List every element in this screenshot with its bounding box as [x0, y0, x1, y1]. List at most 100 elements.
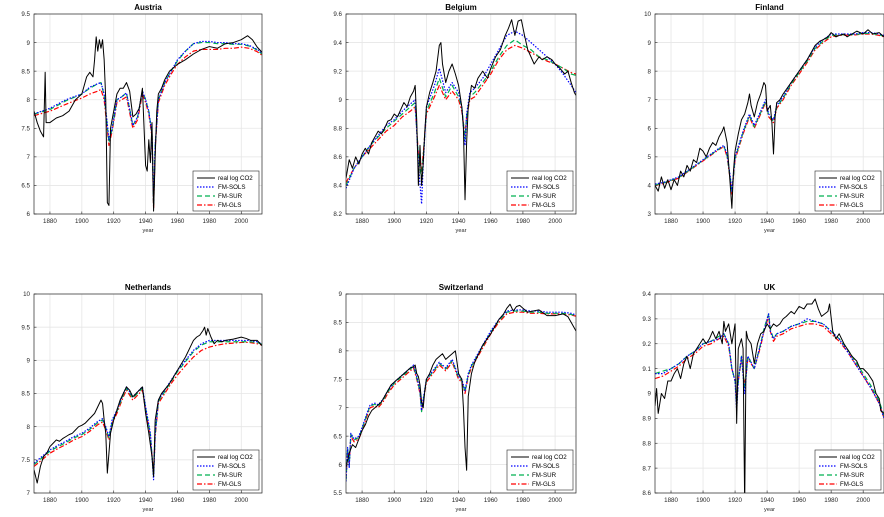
x-tick-label: 1920 — [107, 218, 121, 225]
x-tick-label: 1960 — [792, 218, 806, 225]
legend-label: FM-SUR — [840, 193, 865, 200]
legend-label: FM-GLS — [840, 202, 863, 209]
y-tick-label: 8 — [27, 97, 31, 104]
legend-label: FM-SUR — [532, 472, 557, 479]
y-tick-label: 6 — [27, 211, 31, 218]
y-tick-label: 9.4 — [333, 40, 342, 47]
chart-title: Netherlands — [125, 283, 172, 292]
axes-box — [345, 13, 577, 215]
x-tick-label: 2000 — [856, 218, 870, 225]
y-tick-label: 10 — [644, 11, 651, 18]
chart-panel: 1880 1900 1920 1940 1960 1980 2000 5.5 6 6.5 7 7.5 8… — [333, 283, 577, 513]
series-line — [346, 44, 576, 183]
y-tick-label: 9.5 — [21, 324, 30, 331]
series-line — [346, 30, 576, 205]
series-line — [655, 31, 884, 192]
series-line — [34, 341, 262, 478]
x-tick-label: 1940 — [139, 218, 153, 225]
chart-panel: 1880 1900 1920 1940 1960 1980 2000 8.6 8.7 8.8 8.9… — [642, 283, 884, 513]
legend-label: real log CO2 — [532, 454, 567, 461]
x-tick-label: 1900 — [75, 497, 89, 504]
y-tick-label: 7 — [339, 405, 343, 412]
x-tick-label: 1900 — [75, 218, 89, 225]
chart-title: Switzerland — [439, 283, 484, 292]
legend-label: FM-SOLS — [532, 184, 560, 191]
y-tick-label: 7 — [27, 490, 31, 497]
y-tick-label: 6 — [648, 125, 652, 132]
y-tick-label: 8.9 — [642, 416, 651, 423]
y-tick-label: 7.5 — [21, 457, 30, 464]
x-tick-label: 1920 — [107, 497, 121, 504]
chart-panel: 1880 1900 1920 1940 1960 1980 2000 6 6.5 7 7.5 8 8.5… — [21, 3, 263, 234]
legend-label: real log CO2 — [218, 175, 253, 182]
legend-label: real log CO2 — [532, 175, 567, 182]
chart-title: UK — [764, 283, 776, 292]
x-tick-label: 1960 — [792, 497, 806, 504]
y-tick-label: 9 — [27, 40, 31, 47]
x-axis-label: year — [143, 228, 154, 234]
x-tick-label: 2000 — [234, 218, 248, 225]
legend-label: real log CO2 — [218, 454, 253, 461]
x-axis-label: year — [764, 228, 775, 234]
series-line — [346, 310, 576, 481]
x-axis-label: year — [456, 507, 467, 513]
legend-label: FM-SUR — [218, 193, 243, 200]
y-tick-label: 9.3 — [642, 316, 651, 323]
legend-label: FM-GLS — [532, 202, 555, 209]
x-tick-label: 1900 — [696, 218, 710, 225]
x-tick-label: 1880 — [355, 497, 369, 504]
legend-label: real log CO2 — [840, 175, 875, 182]
y-tick-label: 3 — [648, 211, 652, 218]
y-tick-label: 6.5 — [21, 183, 30, 190]
x-tick-label: 1980 — [203, 218, 217, 225]
y-tick-label: 5 — [648, 154, 652, 161]
series-line — [655, 298, 884, 493]
y-tick-label: 7 — [648, 97, 652, 104]
series-line — [346, 309, 576, 482]
x-axis-label: year — [143, 507, 154, 513]
legend-label: FM-SOLS — [532, 463, 560, 470]
chart-title: Belgium — [445, 3, 477, 12]
x-tick-label: 1980 — [824, 218, 838, 225]
x-tick-label: 1900 — [387, 497, 401, 504]
chart-title: Austria — [134, 3, 162, 12]
legend: real log CO2 FM-SOLS FM-SUR FM-GLS — [814, 170, 882, 212]
y-tick-label: 8.5 — [21, 391, 30, 398]
x-tick-label: 1960 — [171, 218, 185, 225]
y-tick-label: 8 — [339, 348, 343, 355]
y-tick-label: 9 — [648, 391, 652, 398]
y-tick-label: 8.8 — [333, 125, 342, 132]
series-line — [346, 19, 576, 201]
x-tick-label: 1900 — [387, 218, 401, 225]
series-line — [34, 41, 262, 207]
y-tick-label: 8.8 — [642, 440, 651, 447]
series-line — [34, 326, 262, 484]
x-tick-label: 1960 — [484, 218, 498, 225]
x-tick-label: 1980 — [203, 497, 217, 504]
y-tick-label: 6 — [339, 462, 343, 469]
x-tick-label: 2000 — [234, 497, 248, 504]
legend: real log CO2 FM-SOLS FM-SUR FM-GLS — [192, 170, 260, 212]
series-line — [346, 303, 576, 471]
y-tick-label: 8 — [27, 424, 31, 431]
x-axis-label: year — [764, 507, 775, 513]
y-tick-label: 8.6 — [333, 154, 342, 161]
x-tick-label: 1880 — [43, 218, 57, 225]
axes-box — [33, 13, 263, 215]
x-tick-label: 1920 — [420, 218, 434, 225]
series-line — [34, 46, 262, 209]
y-tick-label: 9.4 — [642, 291, 651, 298]
x-tick-label: 1940 — [452, 497, 466, 504]
axes-box — [654, 13, 884, 215]
x-tick-label: 1920 — [728, 497, 742, 504]
x-tick-label: 1880 — [664, 497, 678, 504]
y-tick-label: 8.7 — [642, 465, 651, 472]
legend-label: real log CO2 — [840, 454, 875, 461]
y-tick-label: 7 — [27, 154, 31, 161]
y-tick-label: 8.2 — [333, 211, 342, 218]
legend-label: FM-SUR — [840, 472, 865, 479]
x-tick-label: 1980 — [824, 497, 838, 504]
y-tick-label: 9 — [339, 291, 343, 298]
x-tick-label: 1940 — [760, 218, 774, 225]
